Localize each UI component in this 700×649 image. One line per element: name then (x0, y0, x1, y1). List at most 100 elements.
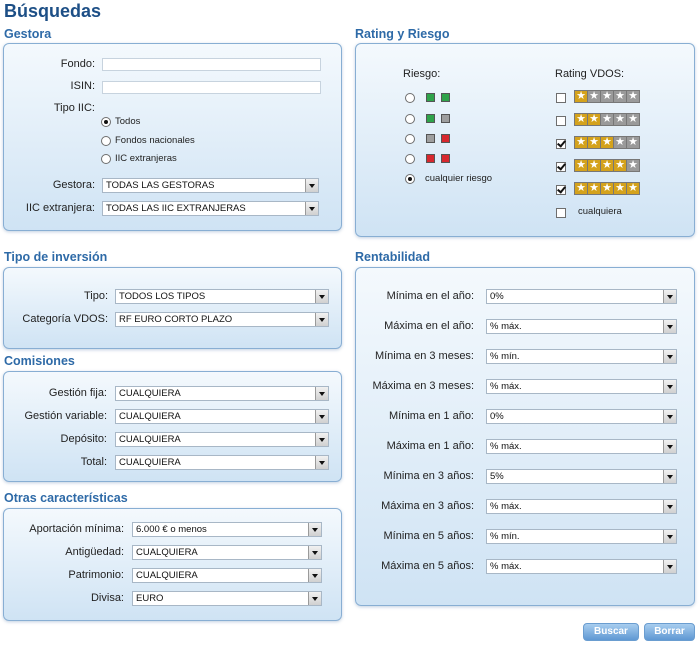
checkbox-rating-5[interactable] (556, 185, 566, 195)
maxima-1-anio-select-value: % máx. (490, 441, 522, 452)
radio-todos[interactable] (101, 117, 111, 127)
risk-square-green (426, 114, 435, 123)
minima-5-anios-label: Mínima en 5 años: (383, 530, 475, 542)
chevron-down-icon (308, 592, 321, 605)
gestion-variable-select[interactable]: CUALQUIERA (115, 409, 329, 424)
patrimonio-select[interactable]: CUALQUIERA (132, 568, 322, 583)
rentabilidad-section-title: Rentabilidad (355, 250, 431, 264)
minima-3-meses-select[interactable]: % mín. (486, 349, 677, 364)
antiguedad-label: Antigüedad: (65, 546, 124, 558)
rating-stars-1: ★ ★ ★ ★ ★ (574, 90, 640, 103)
page-title: Búsquedas (4, 1, 102, 21)
deposito-select[interactable]: CUALQUIERA (115, 432, 329, 447)
star-icon: ★ (574, 136, 588, 149)
chevron-down-icon (663, 320, 676, 333)
checkbox-rating-cualquiera[interactable] (556, 208, 566, 218)
star-icon: ★ (600, 159, 614, 172)
minima-3-anios-select-value: 5% (490, 471, 504, 482)
minima-1-anio-select[interactable]: 0% (486, 409, 677, 424)
star-icon: ★ (613, 113, 627, 126)
maxima-1-anio-label: Máxima en 1 año: (386, 440, 474, 452)
aportacion-minima-label: Aportación mínima: (29, 523, 124, 535)
categoria-vdos-label: Categoría VDOS: (22, 313, 108, 325)
star-icon: ★ (626, 159, 640, 172)
checkbox-rating-4[interactable] (556, 162, 566, 172)
risk-square-red (441, 154, 450, 163)
patrimonio-label: Patrimonio: (68, 569, 124, 581)
deposito-select-value: CUALQUIERA (119, 434, 181, 445)
riesgo-label: Riesgo: (403, 68, 441, 80)
deposito-label: Depósito: (60, 433, 107, 445)
radio-cualquier-riesgo[interactable] (405, 174, 415, 184)
maxima-5-anios-label: Máxima en 5 años: (381, 560, 474, 572)
gestora-panel: Fondo: ISIN: Tipo IIC: Todos Fondos naci… (3, 43, 342, 231)
maxima-5-anios-select[interactable]: % máx. (486, 559, 677, 574)
minima-anio-select[interactable]: 0% (486, 289, 677, 304)
comisiones-section-title: Comisiones (4, 354, 75, 368)
gestion-fija-label: Gestión fija: (48, 387, 107, 399)
maxima-3-anios-label: Máxima en 3 años: (381, 500, 474, 512)
rating-stars-5: ★ ★ ★ ★ ★ (574, 182, 640, 195)
star-icon: ★ (600, 136, 614, 149)
star-icon: ★ (626, 90, 640, 103)
checkbox-rating-2[interactable] (556, 116, 566, 126)
radio-riesgo-3[interactable] (405, 134, 415, 144)
chevron-down-icon (663, 530, 676, 543)
maxima-3-meses-select[interactable]: % máx. (486, 379, 677, 394)
star-icon: ★ (600, 90, 614, 103)
maxima-3-anios-select[interactable]: % máx. (486, 499, 677, 514)
divisa-label: Divisa: (90, 592, 124, 604)
checkbox-rating-1[interactable] (556, 93, 566, 103)
cualquier-riesgo-label: cualquier riesgo (425, 173, 493, 184)
chevron-down-icon (663, 290, 676, 303)
maxima-anio-select-value: % máx. (490, 321, 522, 332)
categoria-vdos-select[interactable]: RF EURO CORTO PLAZO (115, 312, 329, 327)
gestion-fija-select[interactable]: CUALQUIERA (115, 386, 329, 401)
radio-iic-extranjeras[interactable] (101, 154, 111, 164)
isin-input[interactable] (102, 81, 321, 94)
minima-5-anios-select-value: % mín. (490, 531, 520, 542)
rating-panel: Riesgo: Rating VDOS: cualquier riesgo ★ ★… (355, 43, 695, 237)
maxima-1-anio-select[interactable]: % máx. (486, 439, 677, 454)
checkbox-rating-3[interactable] (556, 139, 566, 149)
minima-5-anios-select[interactable]: % mín. (486, 529, 677, 544)
star-icon: ★ (587, 136, 601, 149)
radio-riesgo-1[interactable] (405, 93, 415, 103)
option-fondos-nacionales-label: Fondos nacionales (115, 135, 195, 146)
star-icon: ★ (600, 113, 614, 126)
fondo-input[interactable] (102, 58, 321, 71)
star-icon: ★ (613, 136, 627, 149)
radio-riesgo-2[interactable] (405, 114, 415, 124)
total-select[interactable]: CUALQUIERA (115, 455, 329, 470)
gestora-section-title: Gestora (4, 27, 52, 41)
aportacion-minima-select-value: 6.000 € o menos (136, 524, 207, 535)
iic-extranjera-select[interactable]: TODAS LAS IIC EXTRANJERAS (102, 201, 319, 216)
minima-3-anios-select[interactable]: 5% (486, 469, 677, 484)
star-icon: ★ (613, 90, 627, 103)
minima-3-anios-label: Mínima en 3 años: (383, 470, 475, 482)
tipo-inversion-section-title: Tipo de inversión (4, 250, 108, 264)
comisiones-panel: Gestión fija: CUALQUIERA Gestión variabl… (3, 371, 342, 482)
star-icon: ★ (574, 159, 588, 172)
buscar-button[interactable]: Buscar (583, 623, 639, 641)
tipo-select-value: TODOS LOS TIPOS (119, 291, 206, 302)
aportacion-minima-select[interactable]: 6.000 € o menos (132, 522, 322, 537)
maxima-anio-select[interactable]: % máx. (486, 319, 677, 334)
chevron-down-icon (308, 569, 321, 582)
cualquiera-label: cualquiera (578, 206, 622, 217)
gestora-select[interactable]: TODAS LAS GESTORAS (102, 178, 319, 193)
antiguedad-select-value: CUALQUIERA (136, 547, 198, 558)
rating-stars-3: ★ ★ ★ ★ ★ (574, 136, 640, 149)
fondo-label: Fondo: (60, 58, 95, 70)
chevron-down-icon (305, 179, 318, 192)
borrar-button[interactable]: Borrar (644, 623, 695, 641)
radio-fondos-nacionales[interactable] (101, 136, 111, 146)
option-iic-extranjeras-label: IIC extranjeras (115, 153, 177, 164)
radio-riesgo-4[interactable] (405, 154, 415, 164)
divisa-select[interactable]: EURO (132, 591, 322, 606)
star-icon: ★ (587, 182, 601, 195)
star-icon: ★ (626, 136, 640, 149)
chevron-down-icon (663, 470, 676, 483)
antiguedad-select[interactable]: CUALQUIERA (132, 545, 322, 560)
tipo-select[interactable]: TODOS LOS TIPOS (115, 289, 329, 304)
